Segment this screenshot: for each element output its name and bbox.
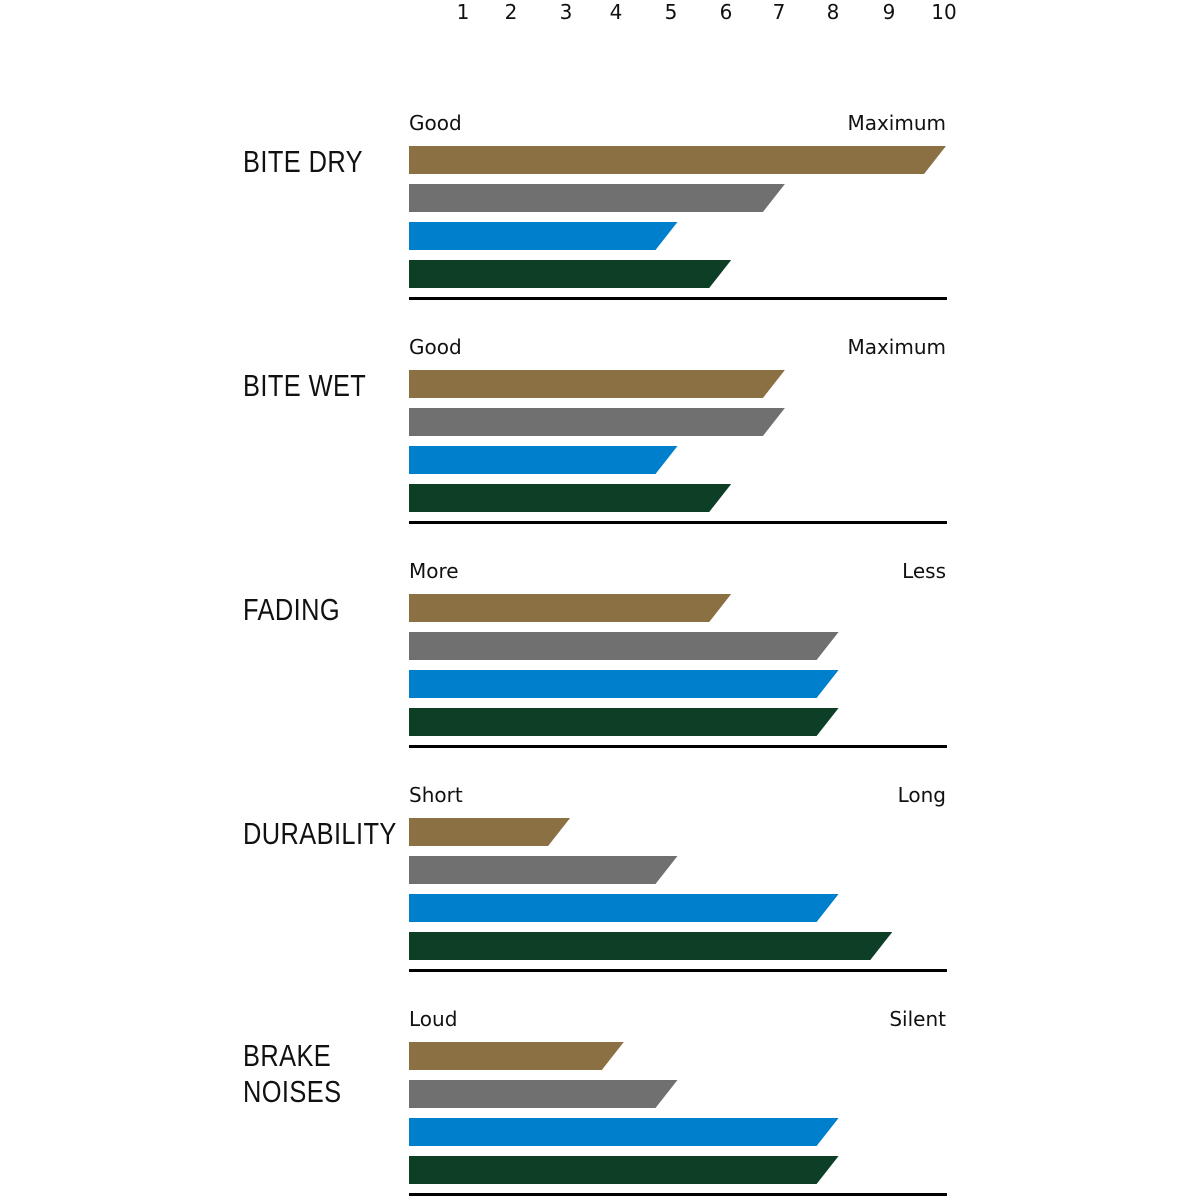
- bar-2-1: [409, 370, 785, 398]
- x-tick-label: 6: [720, 0, 733, 24]
- scale-right-label: Silent: [889, 1007, 946, 1031]
- scale-left-label: Good: [409, 111, 462, 135]
- group-title: DURABILITY: [243, 817, 397, 852]
- bar-1-2: [409, 184, 785, 212]
- bar-2-4: [409, 484, 732, 512]
- baseline: [409, 521, 947, 524]
- baseline: [409, 969, 947, 972]
- bar-2-2: [409, 408, 785, 436]
- x-tick-label: 7: [773, 0, 786, 24]
- group-title: BITE WET: [243, 369, 366, 404]
- bar-3-4: [409, 708, 839, 736]
- baseline: [409, 1193, 947, 1196]
- bar-5-4: [409, 1156, 839, 1184]
- x-tick-label: 9: [883, 0, 896, 24]
- x-tick-label: 5: [665, 0, 678, 24]
- bar-4-2: [409, 856, 678, 884]
- bar-4-3: [409, 894, 839, 922]
- x-tick-label: 2: [505, 0, 518, 24]
- x-tick-label: 8: [827, 0, 840, 24]
- scale-left-label: Short: [409, 783, 463, 807]
- scale-right-label: Maximum: [847, 111, 946, 135]
- group-title: BRAKE: [243, 1039, 331, 1074]
- scale-left-label: Loud: [409, 1007, 457, 1031]
- bar-3-1: [409, 594, 732, 622]
- x-tick-label: 1: [457, 0, 470, 24]
- baseline: [409, 745, 947, 748]
- bar-2-3: [409, 446, 678, 474]
- x-tick-label: 10: [931, 0, 956, 24]
- bar-5-2: [409, 1080, 678, 1108]
- x-tick-label: 4: [610, 0, 623, 24]
- bar-1-1: [409, 146, 946, 174]
- scale-right-label: Less: [902, 559, 946, 583]
- bar-3-3: [409, 670, 839, 698]
- group-title: BITE DRY: [243, 145, 363, 180]
- bar-1-4: [409, 260, 732, 288]
- bar-3-2: [409, 632, 839, 660]
- scale-left-label: More: [409, 559, 459, 583]
- scale-left-label: Good: [409, 335, 462, 359]
- group-title: NOISES: [243, 1075, 341, 1110]
- bar-4-1: [409, 818, 571, 846]
- x-tick-label: 3: [560, 0, 573, 24]
- bar-5-1: [409, 1042, 624, 1070]
- group-title: FADING: [243, 593, 340, 628]
- scale-right-label: Maximum: [847, 335, 946, 359]
- scale-right-label: Long: [898, 783, 946, 807]
- bar-5-3: [409, 1118, 839, 1146]
- bar-4-4: [409, 932, 893, 960]
- bar-1-3: [409, 222, 678, 250]
- baseline: [409, 297, 947, 300]
